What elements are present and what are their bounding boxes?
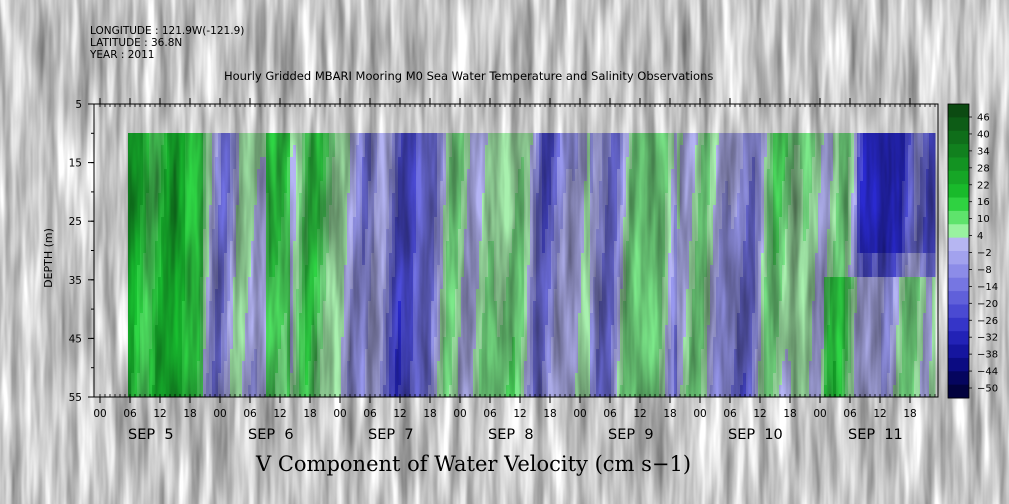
chart-title: Hourly Gridded MBARI Mooring M0 Sea Wate… <box>224 69 714 83</box>
location-metadata: LONGITUDE : 121.9W(-121.9) LATITUDE : 36… <box>90 25 244 61</box>
latitude-label: LATITUDE : 36.8N <box>90 37 183 49</box>
longitude-label: LONGITUDE : 121.9W(-121.9) <box>90 25 245 37</box>
year-label: YEAR : 2011 <box>90 49 155 61</box>
